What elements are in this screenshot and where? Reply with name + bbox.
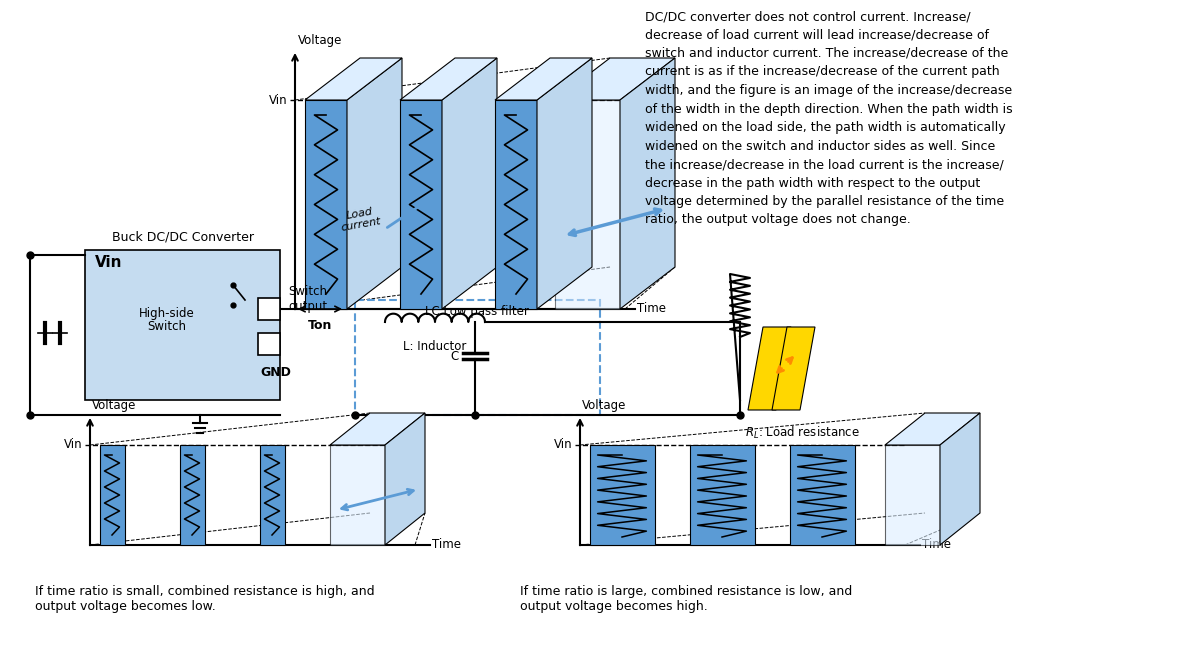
Text: Switch: Switch xyxy=(148,320,186,334)
Bar xyxy=(496,100,538,309)
Bar xyxy=(260,445,286,545)
Text: Load
current: Load current xyxy=(338,205,382,233)
Text: $R_L$: Load resistance: $R_L$: Load resistance xyxy=(745,425,860,441)
Polygon shape xyxy=(886,413,980,445)
Polygon shape xyxy=(538,58,592,309)
Bar xyxy=(355,300,600,415)
Text: Vin: Vin xyxy=(95,255,122,270)
Polygon shape xyxy=(347,58,402,309)
Polygon shape xyxy=(620,58,674,309)
Text: LC Low pass filter: LC Low pass filter xyxy=(425,305,529,318)
Bar xyxy=(305,100,347,309)
Text: Time: Time xyxy=(432,539,461,551)
Text: Vin: Vin xyxy=(269,94,288,107)
Text: If time ratio is small, combined resistance is high, and
output voltage becomes : If time ratio is small, combined resista… xyxy=(35,585,374,613)
Text: Vin: Vin xyxy=(65,438,83,452)
Bar xyxy=(590,445,655,545)
Bar xyxy=(690,445,755,545)
Bar xyxy=(554,100,620,309)
Text: C: C xyxy=(451,350,458,362)
Bar xyxy=(85,250,280,400)
Bar xyxy=(886,445,940,545)
Bar xyxy=(100,445,125,545)
Polygon shape xyxy=(772,327,815,410)
Text: L: Inductor: L: Inductor xyxy=(403,340,467,353)
Bar xyxy=(400,100,442,309)
Text: Voltage: Voltage xyxy=(582,399,626,412)
Text: Voltage: Voltage xyxy=(298,34,342,47)
Polygon shape xyxy=(940,413,980,545)
Polygon shape xyxy=(385,413,425,545)
Text: High-side: High-side xyxy=(139,306,194,320)
Polygon shape xyxy=(748,327,791,410)
Text: Time: Time xyxy=(922,539,952,551)
Text: Switch
output: Switch output xyxy=(288,285,328,313)
Polygon shape xyxy=(305,58,402,100)
Text: If time ratio is large, combined resistance is low, and
output voltage becomes h: If time ratio is large, combined resista… xyxy=(520,585,852,613)
Polygon shape xyxy=(400,58,497,100)
Text: DC/DC converter does not control current. Increase/
decrease of load current wil: DC/DC converter does not control current… xyxy=(646,10,1013,226)
Text: Voltage: Voltage xyxy=(92,399,137,412)
Polygon shape xyxy=(496,58,592,100)
Polygon shape xyxy=(554,58,674,100)
Text: Time: Time xyxy=(637,302,666,316)
Text: GND: GND xyxy=(260,366,290,379)
Text: Vin: Vin xyxy=(554,438,574,452)
Bar xyxy=(330,445,385,545)
Bar xyxy=(180,445,205,545)
Polygon shape xyxy=(330,413,425,445)
Text: Buck DC/DC Converter: Buck DC/DC Converter xyxy=(112,231,253,244)
Bar xyxy=(258,298,280,320)
Bar xyxy=(790,445,854,545)
Polygon shape xyxy=(442,58,497,309)
Text: Ton: Ton xyxy=(308,319,332,332)
Bar xyxy=(258,333,280,355)
